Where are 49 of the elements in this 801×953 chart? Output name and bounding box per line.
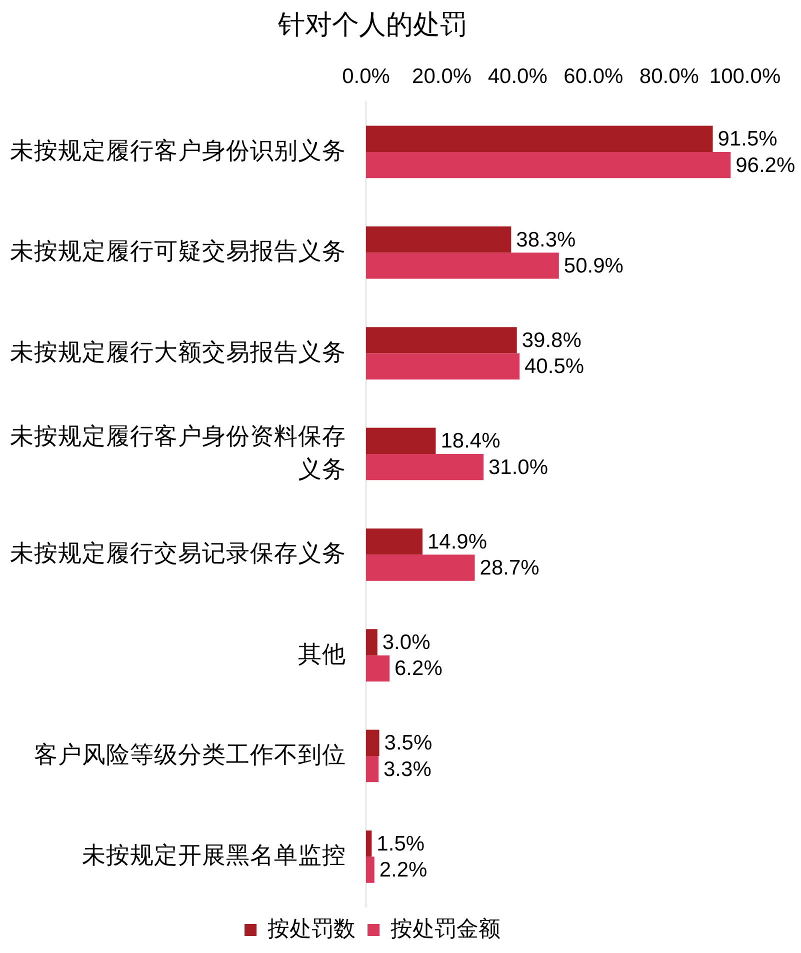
data-label: 96.2% [736, 154, 796, 177]
x-tick-label: 80.0% [639, 64, 699, 88]
bar [366, 454, 484, 480]
x-tick-label: 20.0% [412, 64, 472, 88]
bar [366, 856, 374, 883]
bar [366, 152, 731, 178]
data-label: 14.9% [427, 530, 488, 554]
bar [366, 756, 379, 782]
data-label: 18.4% [440, 430, 500, 453]
data-label: 3.0% [382, 631, 430, 654]
x-tick-label: 60.0% [564, 64, 624, 88]
bar [366, 655, 390, 682]
bar [366, 327, 517, 354]
data-label: 2.2% [379, 858, 428, 882]
bar [366, 353, 520, 380]
data-label: 39.8% [522, 328, 582, 352]
data-label: 1.5% [376, 832, 425, 856]
bar [366, 226, 512, 253]
bar [366, 730, 380, 756]
data-label: 28.7% [480, 556, 540, 580]
chart-title: 针对个人的处罚 [277, 10, 467, 40]
y-tick-label: 未按规定履行可疑交易报告义务 [10, 238, 346, 264]
data-label: 91.5% [718, 128, 778, 151]
x-tick-label: 0.0% [342, 64, 390, 88]
y-tick-label: 未按规定履行客户身份识别义务 [10, 137, 346, 164]
y-tick-label: 未按规定履行客户身份资料保存义务 [10, 422, 346, 482]
bar [366, 528, 422, 555]
y-tick-label: 客户风险等级分类工作不到位 [34, 741, 346, 768]
bar [366, 830, 372, 857]
data-label: 50.9% [564, 254, 624, 278]
data-label: 40.5% [524, 355, 584, 378]
x-tick-label: 100.0% [709, 64, 781, 88]
data-label: 3.3% [384, 758, 432, 781]
legend-label: 按处罚数 [268, 916, 356, 942]
x-tick-label: 40.0% [488, 64, 548, 88]
y-tick-label: 未按规定履行大额交易报告义务 [10, 338, 346, 365]
bar [366, 629, 378, 656]
data-label: 3.5% [384, 732, 432, 755]
legend-label: 按处罚金额 [390, 916, 500, 942]
y-tick-label: 未按规定履行交易记录保存义务 [10, 540, 346, 566]
data-label: 6.2% [394, 657, 442, 680]
data-label: 38.3% [516, 228, 576, 252]
data-label: 31.0% [488, 456, 548, 479]
y-tick-label: 未按规定开展黑名单监控 [82, 842, 346, 868]
y-tick-label: 其他 [298, 640, 346, 667]
bar [366, 428, 436, 454]
bar [366, 554, 475, 581]
bar [366, 252, 559, 279]
bar [366, 126, 713, 152]
